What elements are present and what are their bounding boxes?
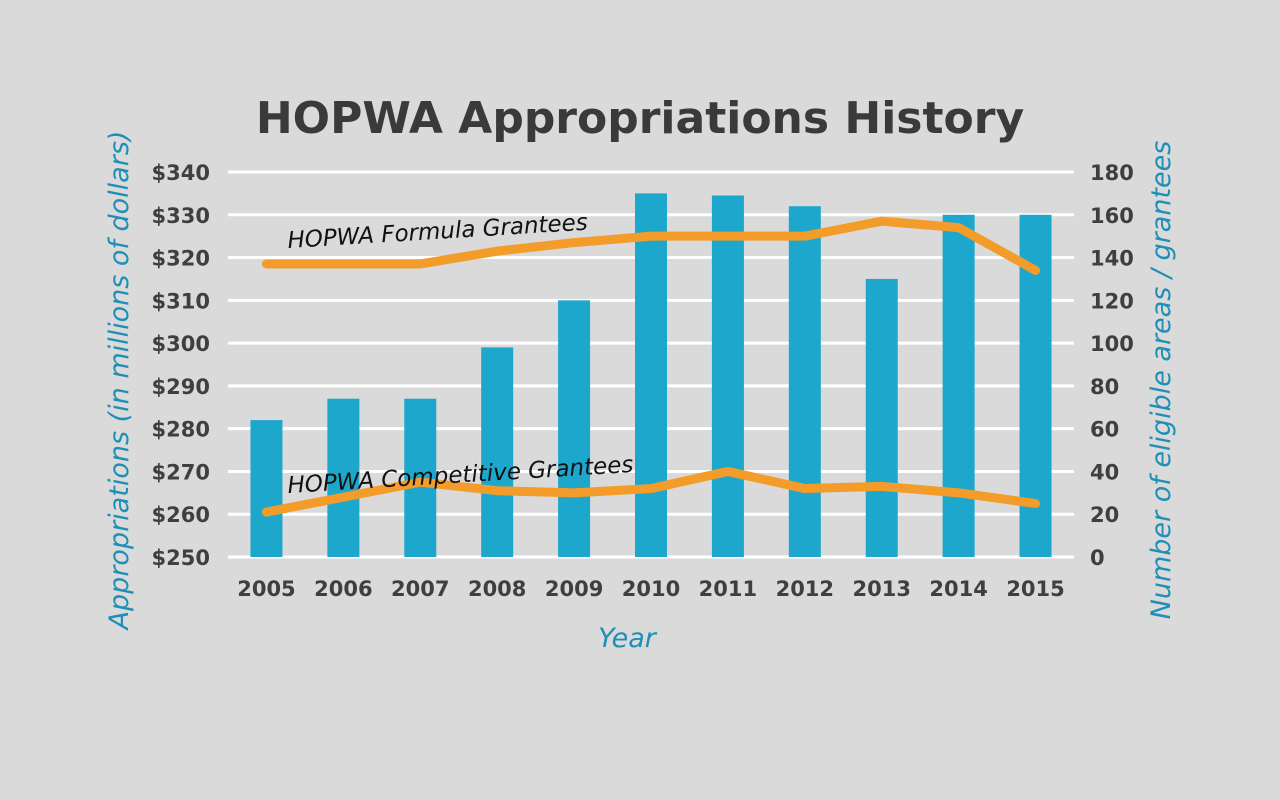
x-tick-label: 2005 [237,577,295,601]
x-tick-label: 2014 [929,577,987,601]
y-tick-label-left: $280 [152,418,210,442]
y-tick-label-left: $260 [152,503,210,527]
y-tick-label-right: 120 [1090,289,1134,313]
bar [481,347,514,557]
y-tick-label-right: 20 [1090,503,1119,527]
bar [558,300,591,557]
y-tick-label-left: $250 [152,546,210,570]
y-tick-label-right: 40 [1090,460,1119,484]
tick-labels: $250 $260 $270 $280 $290 $300 $310 $320 $330 $340… [152,161,1134,601]
x-tick-label: 2007 [391,577,449,601]
y-tick-label-right: 80 [1090,375,1119,399]
y-tick-label-right: 100 [1090,332,1134,356]
bar [788,206,821,557]
bar [635,193,667,557]
y-tick-label-left: $300 [152,332,210,356]
bar [865,278,898,557]
y-tick-label-left: $340 [152,161,210,185]
y-tick-label-right: 60 [1090,418,1119,442]
x-tick-label: 2015 [1006,577,1064,601]
y-tick-label-right: 0 [1090,546,1105,570]
chart-title: HOPWA Appropriations History [256,93,1024,144]
line-competitive-grantees [261,466,1041,517]
y-tick-label-right: 180 [1090,161,1134,185]
x-axis-label: Year [598,623,658,654]
y-tick-label-left: $290 [152,375,210,399]
bar [327,398,360,557]
x-tick-label: 2010 [622,577,680,601]
x-tick-label: 2012 [776,577,834,601]
x-tick-label: 2013 [853,577,911,601]
bar [711,195,744,557]
bars [250,193,1052,557]
x-tick-label: 2008 [468,577,526,601]
y-axis-label-right: Number of eligible areas / grantees [1146,141,1177,620]
x-tick-label: 2011 [699,577,757,601]
y-tick-label-left: $270 [152,460,210,484]
y-tick-label-left: $310 [152,289,210,313]
y-tick-label-right: 140 [1090,247,1134,271]
x-tick-label: 2009 [545,577,603,601]
y-tick-label-right: 160 [1090,204,1134,228]
y-tick-label-left: $330 [152,204,210,228]
y-tick-label-left: $320 [152,247,210,271]
bar [250,420,283,557]
lines [261,216,1041,517]
bar [942,214,975,557]
x-tick-label: 2006 [314,577,372,601]
y-axis-label-left: Appropriations (in millions of dollars) [104,131,135,632]
line-formula-grantees [261,216,1041,275]
